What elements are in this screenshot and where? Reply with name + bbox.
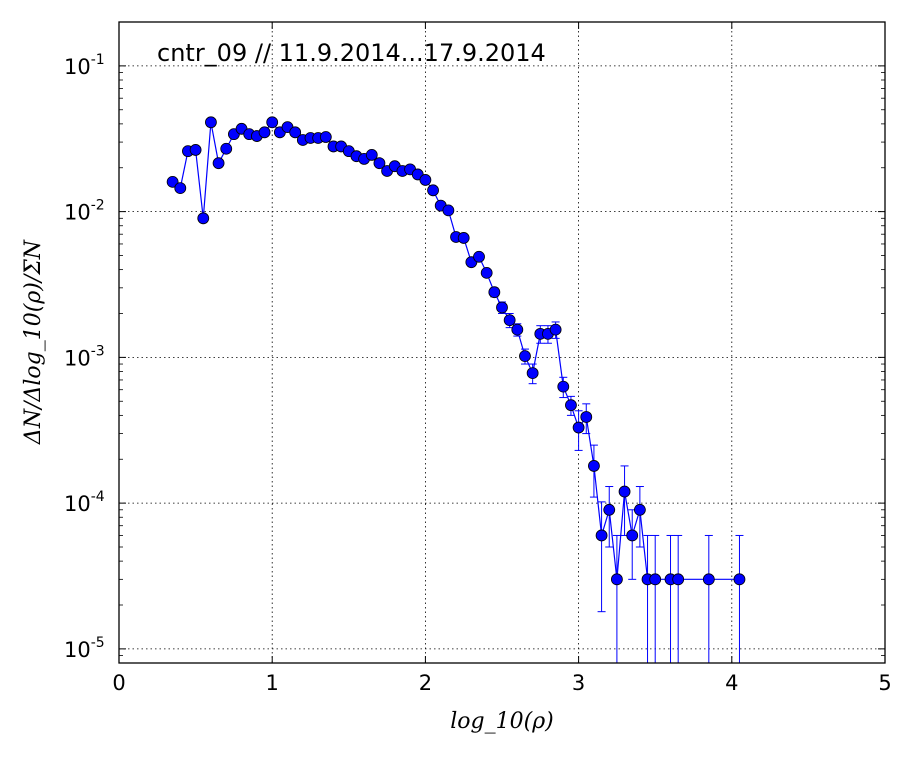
y-tick-label: 10-5: [64, 635, 105, 662]
x-tick-label: 5: [878, 671, 891, 695]
x-tick-label: 1: [266, 671, 279, 695]
data-point: [649, 573, 662, 586]
data-point: [220, 142, 233, 155]
data-point: [618, 485, 631, 498]
data-point: [572, 421, 585, 434]
data-point: [266, 116, 279, 129]
y-tick-exponent: -4: [91, 489, 105, 505]
data-point: [197, 212, 210, 225]
y-tick-exponent: -3: [91, 343, 105, 359]
x-axis-label: log_10(ρ): [450, 709, 553, 734]
data-point: [672, 573, 685, 586]
data-point: [519, 350, 531, 363]
data-point: [595, 529, 608, 542]
data-point: [611, 573, 623, 586]
data-point: [526, 367, 539, 380]
data-point: [549, 323, 562, 336]
y-tick-base: 10: [64, 201, 91, 225]
data-point: [427, 184, 439, 197]
y-tick-label: 10-1: [64, 52, 105, 79]
x-tick-label: 0: [112, 671, 125, 695]
data-point: [603, 503, 616, 516]
data-point: [503, 314, 516, 327]
data-point: [557, 380, 570, 393]
y-tick-label: 10-2: [64, 198, 105, 225]
x-tick-label: 2: [419, 671, 432, 695]
series-line: [172, 121, 740, 580]
data-point: [166, 175, 179, 188]
chart-title: cntr_09 // 11.9.2014...17.9.2014: [157, 39, 546, 67]
data-point: [496, 301, 508, 314]
data-point: [319, 131, 332, 143]
data-point: [205, 116, 217, 129]
data-point: [565, 399, 577, 412]
data-layer: [166, 116, 746, 663]
data-point: [419, 174, 432, 186]
data-point: [473, 250, 485, 263]
data-point: [488, 286, 501, 299]
y-tick-base: 10: [64, 492, 91, 516]
data-point: [626, 529, 639, 542]
data-point: [373, 157, 386, 170]
y-tick-base: 10: [64, 346, 91, 370]
data-point: [189, 144, 202, 156]
data-point: [733, 573, 746, 586]
grid-layer: [118, 22, 886, 663]
data-point: [588, 460, 600, 472]
y-tick-base: 10: [64, 55, 91, 79]
x-tick-label: 4: [725, 671, 738, 695]
data-point: [702, 573, 715, 586]
data-point: [580, 411, 593, 423]
data-point: [174, 182, 187, 195]
y-tick-exponent: -5: [91, 635, 105, 651]
data-point: [289, 126, 302, 139]
y-axis-label: ΔN/Δlog_10(ρ)/ΣN: [21, 239, 46, 445]
data-point: [365, 149, 378, 161]
data-point: [633, 503, 646, 516]
tick-layer: 0 1 2 3 4 510-110-210-310-410-5: [64, 21, 892, 695]
data-point: [212, 157, 225, 170]
x-tick-label: 3: [572, 671, 585, 695]
y-tick-base: 10: [64, 638, 91, 662]
plot-frame: [118, 21, 886, 664]
y-tick-label: 10-3: [64, 343, 105, 370]
data-point: [457, 232, 470, 244]
data-point: [258, 126, 271, 139]
y-tick-exponent: -2: [91, 198, 105, 214]
y-tick-exponent: -1: [91, 52, 105, 68]
data-point: [442, 204, 455, 217]
data-point: [511, 323, 524, 336]
y-tick-label: 10-4: [64, 489, 105, 516]
data-point: [480, 266, 493, 279]
